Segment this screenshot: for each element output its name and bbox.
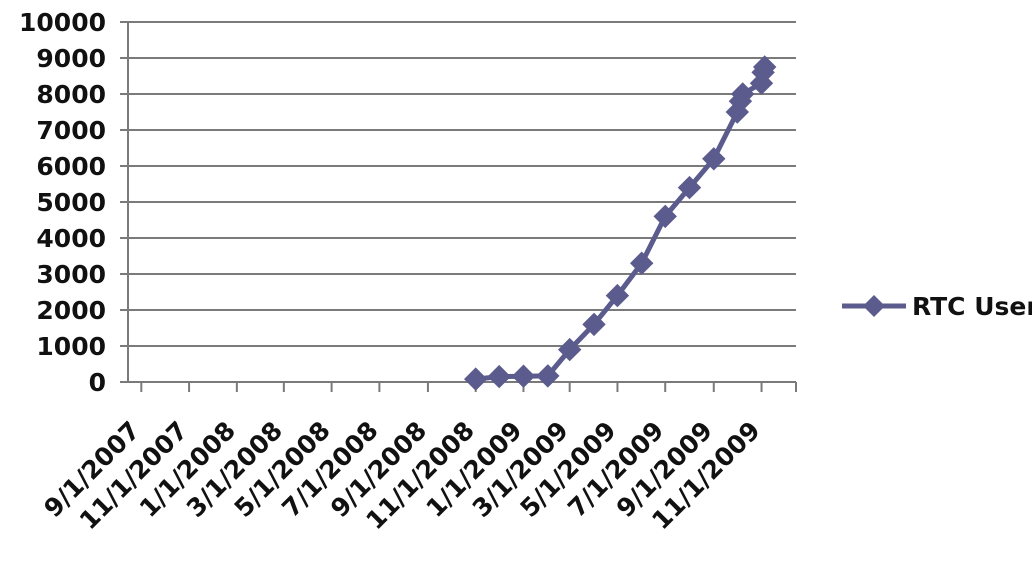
y-tick-labels: 0 1000 2000 3000 4000 5000 6000 7000 8000 9000 100… [19, 8, 106, 397]
data-point [653, 204, 677, 229]
y-tick-label: 4000 [36, 224, 106, 253]
data-point [582, 312, 606, 337]
series-group [463, 55, 777, 391]
x-tick-labels: 9/1/200711/1/20071/1/20083/1/20085/1/200… [38, 416, 765, 536]
axes [120, 21, 797, 392]
y-tick-label: 1000 [36, 332, 106, 361]
y-tick-label: 3000 [36, 260, 106, 289]
legend-marker [863, 295, 885, 317]
data-point [702, 147, 726, 171]
data-point [511, 364, 536, 388]
data-point [463, 367, 488, 391]
legend-label: RTC User [912, 292, 1032, 321]
data-point [605, 283, 630, 308]
series-line [475, 66, 768, 382]
y-tick-label: 2000 [36, 296, 106, 325]
y-tick-label: 0 [89, 368, 106, 397]
y-tick-label: 6000 [36, 152, 106, 181]
data-point [629, 251, 654, 275]
y-tick-label: 10000 [19, 8, 106, 37]
data-point [730, 82, 755, 106]
y-tick-label: 8000 [36, 80, 106, 109]
data-point [487, 364, 511, 389]
legend: RTC User [842, 292, 1032, 321]
data-point [557, 337, 582, 362]
y-tick-label: 5000 [36, 188, 106, 217]
y-tick-label: 7000 [36, 116, 106, 145]
data-point [752, 55, 777, 79]
data-point [677, 175, 702, 200]
grid-lines [128, 21, 796, 347]
y-tick-label: 9000 [36, 44, 106, 73]
data-point [536, 364, 560, 388]
